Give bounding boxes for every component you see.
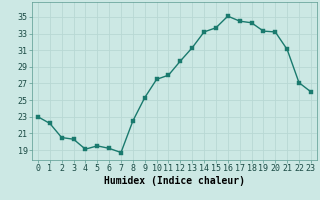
- X-axis label: Humidex (Indice chaleur): Humidex (Indice chaleur): [104, 176, 245, 186]
